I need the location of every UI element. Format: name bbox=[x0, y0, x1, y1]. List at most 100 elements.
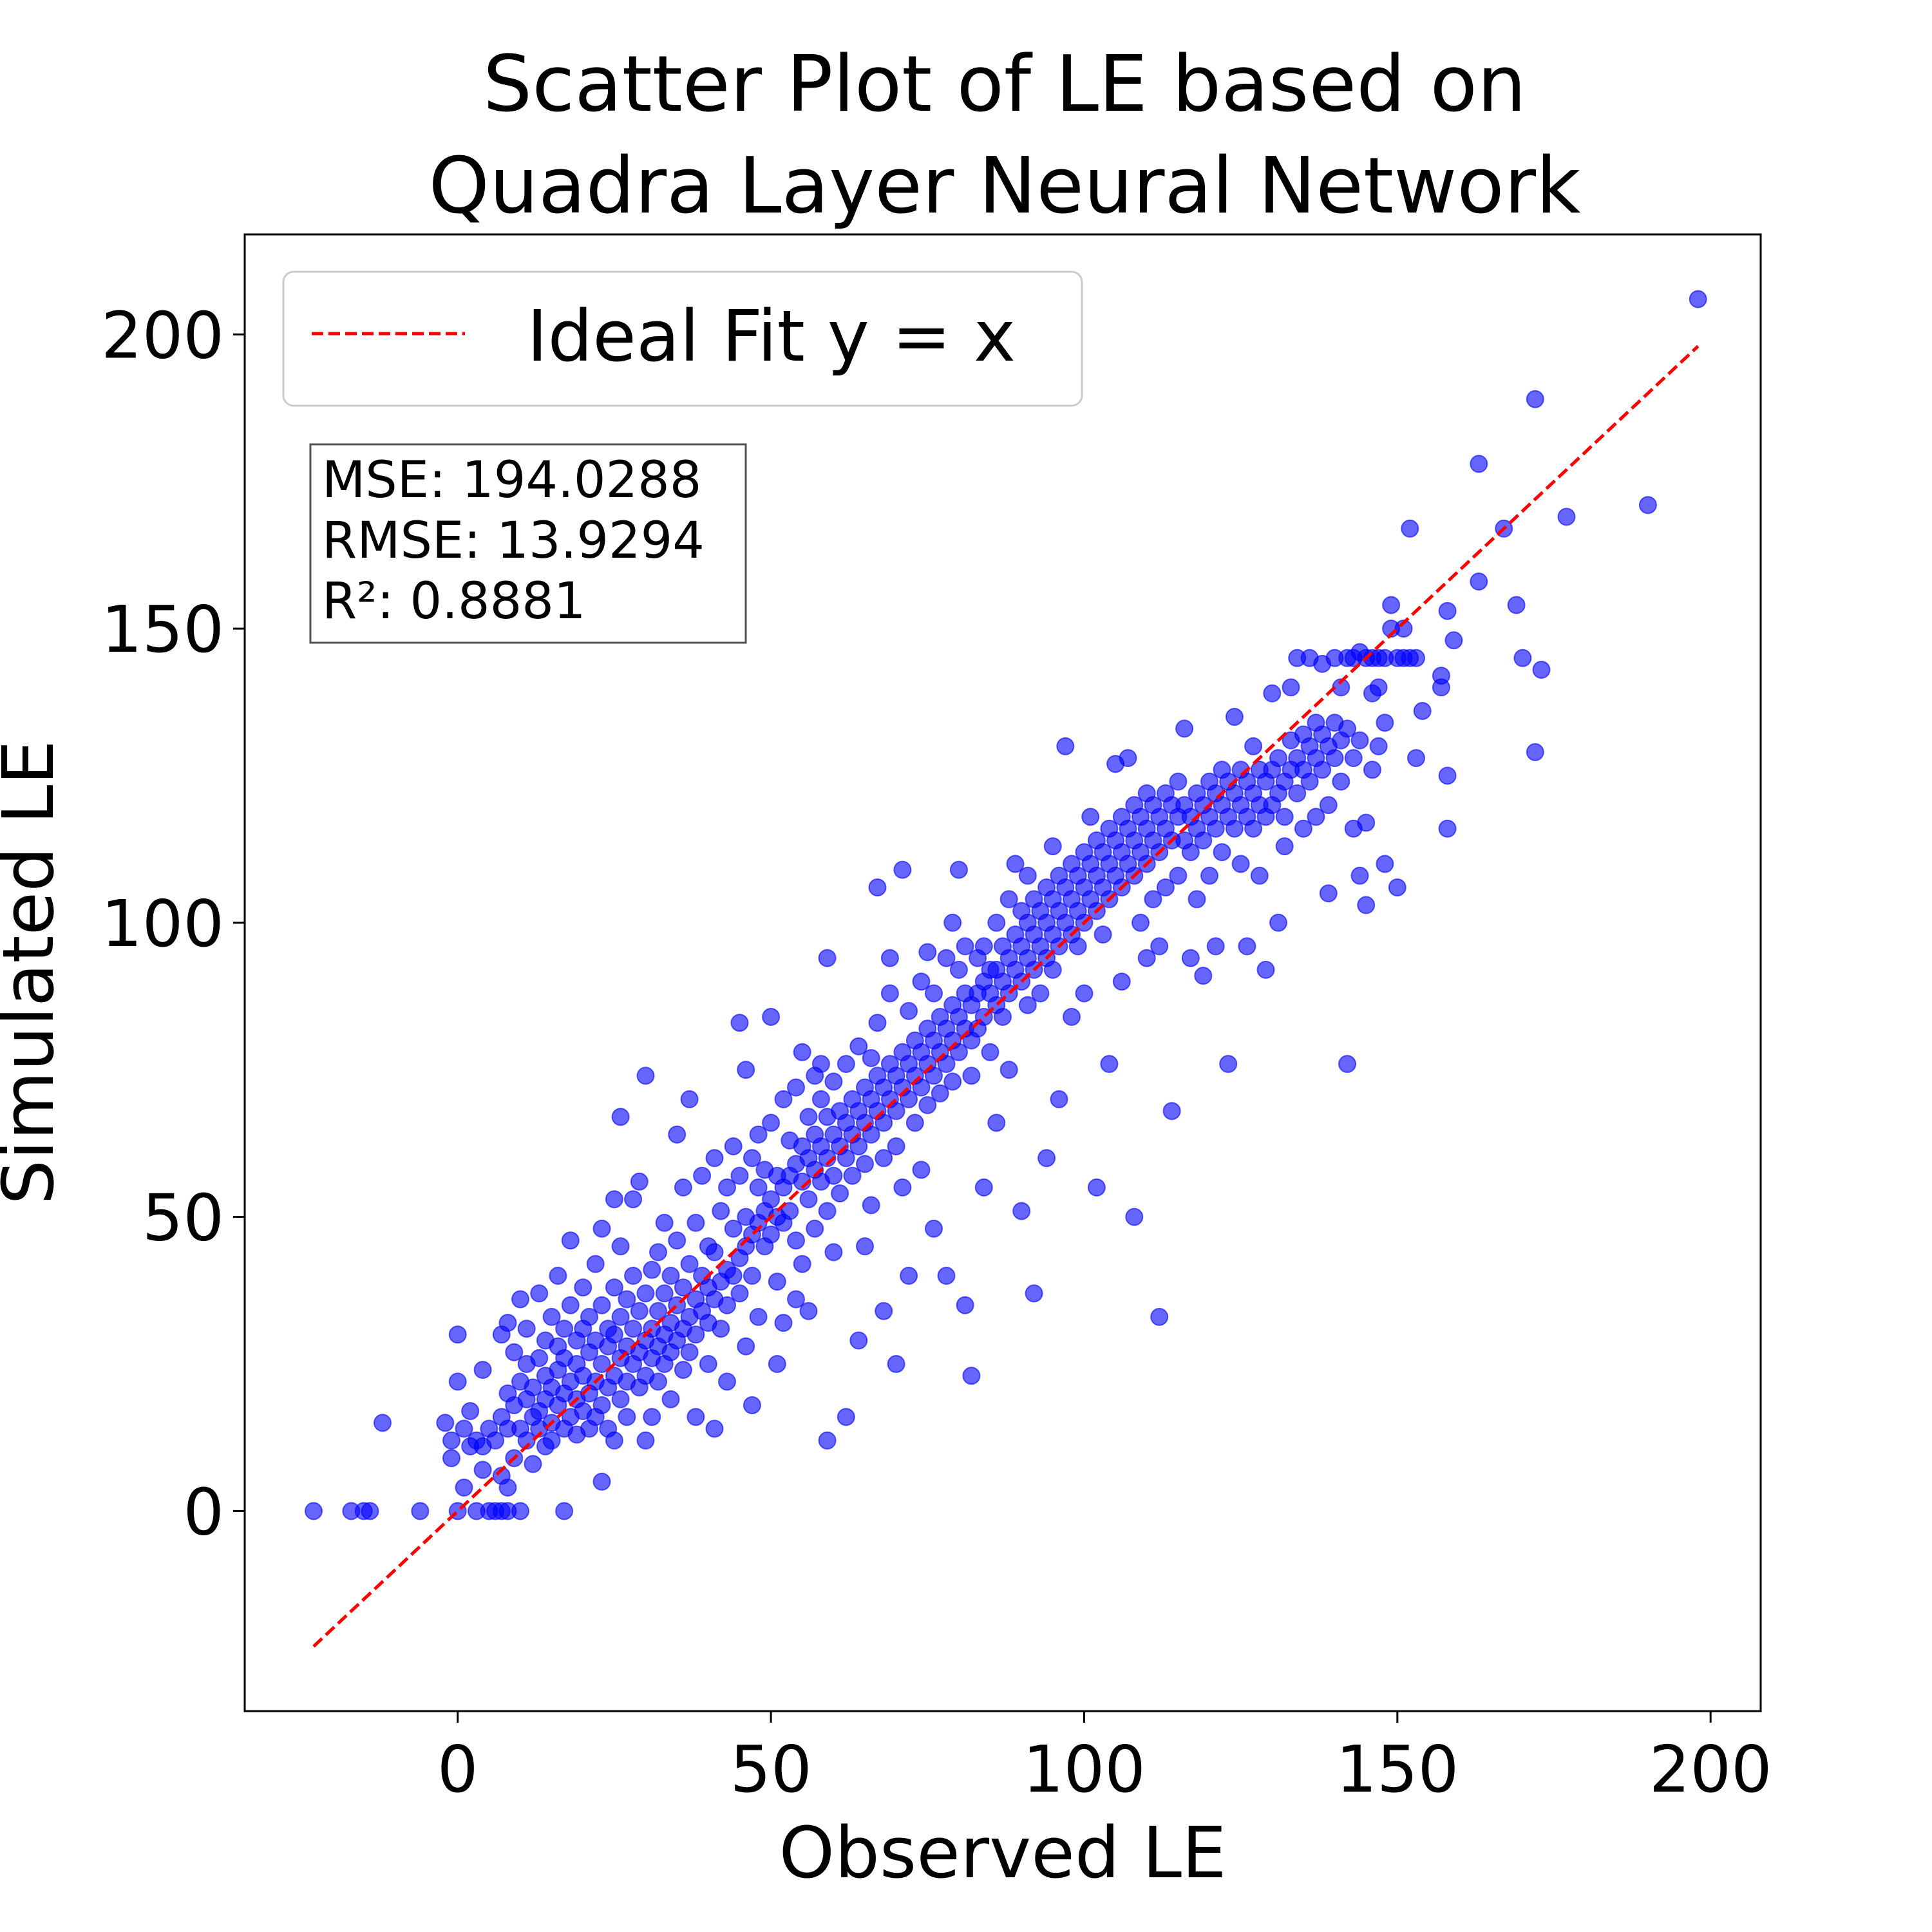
data-point bbox=[974, 1178, 993, 1197]
data-point bbox=[1638, 496, 1657, 515]
data-point bbox=[1043, 837, 1062, 856]
plot-frame bbox=[243, 233, 1762, 1712]
chart-title: Scatter Plot of LE based on Quadra Layer… bbox=[429, 40, 1581, 231]
data-point bbox=[1363, 761, 1381, 779]
chart-title-line-1: Scatter Plot of LE based on bbox=[483, 40, 1526, 129]
data-point bbox=[1031, 984, 1050, 1003]
data-point bbox=[473, 1361, 492, 1379]
data-point bbox=[687, 1408, 705, 1426]
data-point bbox=[1194, 967, 1213, 985]
data-point bbox=[824, 1166, 843, 1185]
data-point bbox=[1269, 749, 1287, 768]
data-point bbox=[455, 1419, 473, 1438]
data-point bbox=[981, 1043, 999, 1061]
stats-r-squared: R²: 0.8881 bbox=[322, 573, 585, 630]
x-tick-label: 50 bbox=[730, 1732, 811, 1807]
data-point bbox=[1394, 620, 1413, 638]
data-point bbox=[1401, 519, 1419, 538]
data-point bbox=[799, 1302, 818, 1320]
data-point bbox=[862, 1196, 880, 1215]
data-point bbox=[918, 943, 937, 961]
legend: Ideal Fit y = x bbox=[282, 270, 1083, 407]
data-point bbox=[787, 1231, 805, 1250]
data-point bbox=[1063, 1008, 1081, 1026]
data-point bbox=[787, 1290, 805, 1309]
data-point bbox=[880, 984, 899, 1003]
data-point bbox=[1156, 878, 1175, 896]
data-point bbox=[605, 1278, 623, 1297]
data-point bbox=[592, 1355, 611, 1373]
data-point bbox=[592, 1396, 611, 1414]
data-point bbox=[1350, 731, 1369, 750]
data-point bbox=[618, 1290, 636, 1309]
data-point bbox=[837, 1408, 855, 1426]
data-point bbox=[1100, 1055, 1119, 1074]
data-point bbox=[498, 1314, 517, 1332]
data-point bbox=[1162, 1102, 1181, 1121]
data-point bbox=[1081, 808, 1100, 826]
data-point bbox=[611, 1108, 630, 1126]
data-point bbox=[900, 1267, 918, 1285]
data-point bbox=[1332, 772, 1350, 791]
data-point bbox=[724, 1267, 743, 1285]
data-point bbox=[305, 1502, 323, 1520]
data-point bbox=[1269, 913, 1287, 932]
data-point bbox=[724, 1219, 743, 1238]
data-point bbox=[887, 1137, 905, 1155]
data-point bbox=[361, 1502, 379, 1520]
stats-box-frame bbox=[309, 443, 747, 644]
data-point bbox=[1169, 772, 1188, 791]
data-point bbox=[624, 1190, 643, 1209]
data-point bbox=[592, 1296, 611, 1314]
data-point bbox=[862, 1125, 880, 1144]
x-tick-label: 200 bbox=[1649, 1732, 1772, 1807]
data-point bbox=[630, 1172, 649, 1191]
data-point bbox=[674, 1361, 692, 1379]
data-point bbox=[1043, 960, 1062, 979]
data-point bbox=[943, 913, 962, 932]
data-point bbox=[486, 1431, 505, 1450]
data-point bbox=[1376, 855, 1394, 873]
data-point bbox=[505, 1343, 524, 1361]
data-point bbox=[1513, 649, 1532, 667]
data-point bbox=[580, 1307, 598, 1326]
data-point bbox=[937, 1267, 956, 1285]
data-point bbox=[1150, 1307, 1169, 1326]
data-point bbox=[448, 1325, 467, 1344]
data-point bbox=[1350, 866, 1369, 885]
data-point bbox=[1282, 678, 1300, 697]
data-point bbox=[931, 1084, 949, 1103]
data-point bbox=[1181, 949, 1200, 967]
data-point bbox=[636, 1066, 655, 1085]
data-point bbox=[918, 1096, 937, 1114]
data-point bbox=[442, 1449, 460, 1468]
data-point bbox=[862, 1049, 880, 1067]
data-point bbox=[949, 960, 968, 979]
data-point bbox=[1056, 737, 1075, 755]
data-point bbox=[999, 1061, 1018, 1079]
legend-entry-ideal-fit: Ideal Fit y = x bbox=[527, 295, 1016, 377]
data-point bbox=[1689, 290, 1707, 308]
data-point bbox=[1137, 949, 1156, 967]
data-point bbox=[1319, 884, 1338, 903]
data-point bbox=[749, 1178, 768, 1197]
data-point bbox=[937, 949, 956, 967]
data-point bbox=[436, 1414, 455, 1432]
data-point bbox=[1025, 1284, 1043, 1303]
data-point bbox=[818, 1431, 837, 1450]
data-point bbox=[411, 1502, 430, 1520]
data-point bbox=[1275, 808, 1294, 826]
data-point bbox=[824, 1072, 843, 1091]
data-point bbox=[1338, 719, 1356, 738]
data-point bbox=[555, 1320, 574, 1338]
data-point bbox=[768, 1273, 786, 1291]
y-tick-label: 150 bbox=[101, 592, 224, 667]
data-point bbox=[668, 1125, 687, 1144]
data-point bbox=[1344, 749, 1363, 768]
data-point bbox=[1357, 813, 1376, 832]
data-point bbox=[818, 949, 837, 967]
data-point bbox=[498, 1478, 517, 1497]
data-point bbox=[730, 1014, 749, 1032]
data-point bbox=[1413, 702, 1432, 720]
data-point bbox=[1225, 708, 1244, 726]
